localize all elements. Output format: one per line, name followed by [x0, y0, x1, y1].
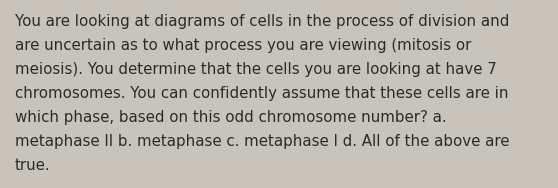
Text: chromosomes. You can confidently assume that these cells are in: chromosomes. You can confidently assume …	[15, 86, 508, 101]
Text: metaphase II b. metaphase c. metaphase I d. All of the above are: metaphase II b. metaphase c. metaphase I…	[15, 134, 509, 149]
Text: You are looking at diagrams of cells in the process of division and: You are looking at diagrams of cells in …	[15, 14, 509, 29]
Text: true.: true.	[15, 158, 51, 173]
Text: meiosis). You determine that the cells you are looking at have 7: meiosis). You determine that the cells y…	[15, 62, 497, 77]
Text: which phase, based on this odd chromosome number? a.: which phase, based on this odd chromosom…	[15, 110, 446, 125]
Text: are uncertain as to what process you are viewing (mitosis or: are uncertain as to what process you are…	[15, 38, 472, 53]
